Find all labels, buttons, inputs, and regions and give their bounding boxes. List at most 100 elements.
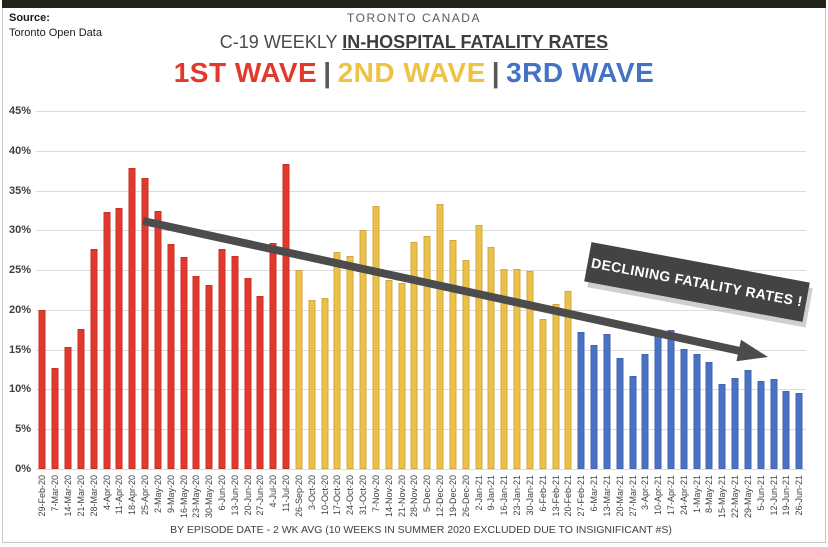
bar-column [511,111,524,469]
x-tick-label: 5-Jun-21 [755,475,766,511]
bar-27-Mar-21 [629,375,636,469]
x-tick-label: 25-Apr-20 [140,475,151,516]
bar-9-May-20 [167,243,175,469]
bar-13-Mar-21 [603,333,611,469]
x-tick-label: 4-Jul-20 [268,475,279,508]
x-tick: 23-Jan-21 [511,472,524,526]
bar-20-Feb-21 [564,290,572,469]
x-tick: 19-Dec-20 [447,472,460,526]
top-border-bar [2,0,826,8]
bar-column [498,111,511,469]
x-tick: 20-Jun-20 [241,472,254,526]
x-tick: 28-Mar-20 [87,472,100,526]
x-tick-label: 29-Feb-20 [37,475,48,517]
bar-30-May-20 [205,285,213,469]
bar-column [395,111,408,469]
bar-25-Apr-20 [141,177,149,469]
bar-6-Jun-20 [218,248,226,469]
x-tick: 6-Jun-20 [216,472,229,526]
bar-column [472,111,485,469]
x-tick: 13-Jun-20 [228,472,241,526]
bar-30-Jan-21 [526,270,534,469]
bar-10-Apr-21 [654,331,662,469]
bar-6-Feb-21 [539,318,547,469]
x-tick: 3-Oct-20 [305,472,318,526]
x-tick: 2-May-20 [151,472,164,526]
bar-column [382,111,395,469]
x-tick-label: 1-May-21 [691,475,702,514]
bar-28-Mar-20 [90,249,98,469]
bar-2-Jan-21 [475,224,483,469]
x-tick-label: 27-Feb-21 [576,475,587,517]
x-tick: 31-Oct-20 [357,472,370,526]
x-tick: 12-Dec-20 [434,472,447,526]
x-tick-label: 26-Jun-21 [794,475,805,516]
x-tick-label: 26-Dec-20 [460,475,471,518]
bar-column [113,111,126,469]
bar-column [600,111,613,469]
bar-column [754,111,767,469]
bar-column [626,111,639,469]
bar-18-Apr-20 [128,168,136,469]
bar-column [408,111,421,469]
x-tick: 21-Mar-20 [74,472,87,526]
x-tick-label: 27-Jun-20 [255,475,266,516]
bar-24-Oct-20 [346,255,354,469]
x-tick-label: 6-Mar-21 [589,475,600,512]
bar-column [344,111,357,469]
bar-7-Mar-20 [51,367,59,469]
bar-column [459,111,472,469]
bar-1-May-21 [693,353,701,469]
x-tick-label: 10-Apr-21 [653,475,664,516]
x-tick-label: 8-May-21 [704,475,715,514]
y-tick-label: 35% [8,184,31,197]
bar-10-Oct-20 [321,297,329,469]
x-tick: 27-Feb-21 [575,472,588,526]
x-tick: 16-May-20 [177,472,190,526]
bar-column [536,111,549,469]
x-tick-label: 16-Jan-21 [499,475,510,516]
x-tick: 21-Nov-20 [395,472,408,526]
bar-3-Apr-21 [641,354,649,469]
bar-column [293,111,306,469]
bar-column [177,111,190,469]
gridline-40% [36,150,806,152]
bar-14-Mar-20 [64,347,72,469]
bar-11-Apr-20 [115,208,123,469]
bar-9-Jan-21 [487,247,495,469]
x-tick-label: 21-Nov-20 [396,475,407,518]
bar-column [36,111,49,469]
legend-third-wave: 3RD WAVE [506,57,655,88]
bar-23-Jan-21 [513,268,521,469]
x-tick-label: 24-Oct-20 [345,475,356,516]
bar-5-Jun-21 [757,380,765,469]
x-tick: 30-Jan-21 [523,472,536,526]
bar-column [62,111,75,469]
bar-26-Jun-21 [795,393,803,469]
bar-21-Nov-20 [398,282,406,469]
bar-16-May-20 [180,257,188,469]
axis-caption: BY EPISODE DATE - 2 WK AVG (10 WEEKS IN … [170,524,672,536]
source-value: Toronto Open Data [9,27,102,39]
gridline-0% [36,469,806,470]
x-tick-label: 6-Feb-21 [537,475,548,512]
x-tick-label: 12-Dec-20 [435,475,446,518]
bar-column [639,111,652,469]
bar-29-May-21 [744,370,752,469]
bar-column [370,111,383,469]
bar-21-Mar-20 [77,328,85,469]
bar-4-Jul-20 [269,243,277,469]
y-tick-label: 40% [8,144,31,157]
x-tick: 20-Feb-21 [562,472,575,526]
bar-column [780,111,793,469]
x-tick-label: 30-May-20 [204,475,215,519]
x-tick: 25-Apr-20 [139,472,152,526]
x-tick: 6-Mar-21 [588,472,601,526]
bar-14-Nov-20 [385,279,393,469]
x-tick: 20-Mar-21 [613,472,626,526]
bar-2-May-20 [154,211,162,469]
x-tick: 17-Apr-21 [665,472,678,526]
bar-column [87,111,100,469]
x-tick-label: 2-Jan-21 [473,475,484,511]
y-tick-label: 10% [8,383,31,396]
